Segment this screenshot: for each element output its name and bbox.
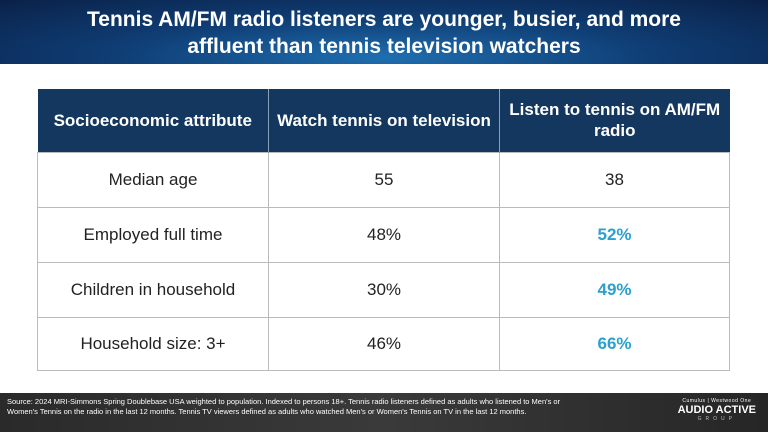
comparison-table: Socioeconomic attribute Watch tennis on … — [37, 89, 730, 371]
cell-tv: 30% — [268, 261, 500, 318]
cell-radio: 49% — [499, 261, 730, 318]
logo-group-text: GROUP — [697, 416, 736, 422]
cell-attribute: Median age — [37, 151, 269, 208]
cell-radio: 66% — [499, 316, 730, 371]
cell-radio: 52% — [499, 206, 730, 263]
cell-attribute: Children in household — [37, 261, 269, 318]
page-title: Tennis AM/FM radio listeners are younger… — [0, 0, 768, 64]
title-line-2: affluent than tennis television watchers — [187, 35, 581, 58]
logo-small-text: Cumulus | Westwood One — [682, 398, 752, 404]
table-header-row: Socioeconomic attribute Watch tennis on … — [37, 89, 730, 152]
cell-attribute: Employed full time — [37, 206, 269, 263]
header-radio: Listen to tennis on AM/FM radio — [499, 89, 730, 152]
footer: Source: 2024 MRI-Simmons Spring Doubleba… — [0, 393, 768, 432]
source-note: Source: 2024 MRI-Simmons Spring Doubleba… — [7, 397, 561, 416]
table-row: Employed full time 48% 52% — [37, 206, 730, 263]
audio-active-group-logo: Cumulus | Westwood One AUDIO ACTIVE GROU… — [678, 398, 756, 422]
cell-attribute: Household size: 3+ — [37, 316, 269, 371]
table-row: Children in household 30% 49% — [37, 261, 730, 318]
cell-tv: 48% — [268, 206, 500, 263]
table-row: Median age 55 38 — [37, 151, 730, 208]
cell-radio: 38 — [499, 151, 730, 208]
cell-tv: 55 — [268, 151, 500, 208]
table-row: Household size: 3+ 46% 66% — [37, 316, 730, 371]
header-tv: Watch tennis on television — [268, 89, 500, 152]
title-line-1: Tennis AM/FM radio listeners are younger… — [87, 8, 681, 31]
cell-tv: 46% — [268, 316, 500, 371]
header-attribute: Socioeconomic attribute — [37, 89, 269, 152]
logo-big-text: AUDIO ACTIVE — [677, 404, 756, 416]
